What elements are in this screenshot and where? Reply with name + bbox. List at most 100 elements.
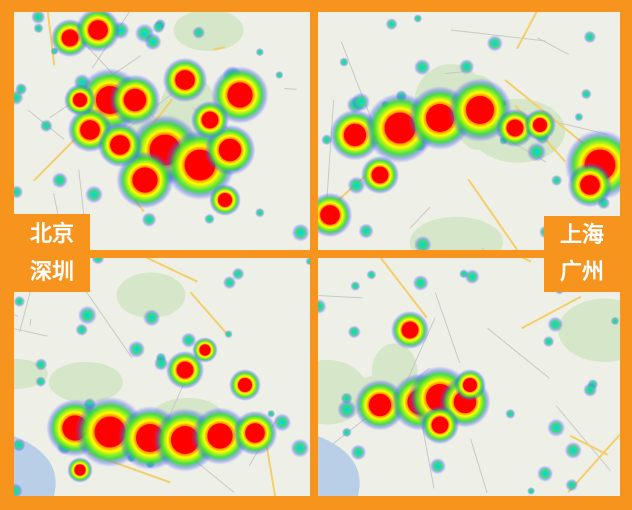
heat-core — [73, 93, 87, 107]
label-box — [14, 254, 90, 292]
heat-core — [132, 167, 158, 193]
heat-spot — [14, 185, 24, 199]
road — [450, 29, 546, 42]
heat-spot — [275, 70, 284, 80]
heat-spot — [14, 483, 23, 496]
road — [212, 46, 226, 51]
heat-spot — [77, 305, 98, 325]
heat-spot — [14, 295, 26, 308]
map-panel — [14, 258, 310, 496]
heat-spot — [347, 325, 361, 339]
heat-core — [238, 378, 252, 392]
heat-spot — [75, 323, 89, 337]
water — [14, 436, 56, 496]
heat-spot — [347, 176, 366, 195]
heat-spot — [144, 33, 162, 51]
heat-spot — [141, 212, 157, 228]
heat-core — [371, 166, 389, 184]
label-box — [544, 216, 620, 254]
road — [434, 292, 461, 364]
heat-core — [218, 193, 232, 207]
road — [284, 87, 297, 90]
road — [78, 169, 86, 223]
heat-spot — [35, 376, 47, 388]
road — [537, 37, 569, 55]
heat-spot — [204, 213, 215, 225]
heat-spot — [550, 174, 563, 187]
heat-core — [426, 104, 454, 132]
road — [145, 258, 198, 283]
heat-spot — [536, 465, 554, 483]
heat-core — [343, 123, 367, 147]
heat-spot — [305, 258, 310, 266]
heat-core — [80, 120, 100, 140]
heat-core — [580, 175, 600, 195]
heat-spot — [350, 444, 367, 461]
city-label: 上海 — [560, 222, 604, 248]
heat-spot — [51, 172, 68, 189]
heat-spot — [358, 223, 374, 239]
label-box — [544, 254, 620, 292]
heat-spot — [14, 90, 24, 106]
heat-spot — [34, 358, 48, 371]
road — [569, 434, 609, 456]
heat-spot — [413, 58, 431, 76]
heat-spot — [413, 14, 423, 23]
green-area — [409, 216, 504, 250]
heat-spot — [339, 57, 349, 67]
heat-core — [74, 464, 86, 476]
road — [379, 258, 428, 319]
heat-spot — [546, 418, 566, 437]
heat-spot — [527, 486, 536, 496]
heat-core — [175, 70, 195, 90]
heat-spot — [318, 298, 327, 315]
heat-core — [431, 416, 449, 434]
heat-spot — [458, 58, 475, 75]
heat-spot — [385, 18, 398, 31]
heat-spot — [542, 335, 555, 348]
city-label: 北京 — [30, 221, 74, 247]
heat-spot — [351, 92, 371, 112]
heat-spot — [91, 258, 105, 265]
heat-core — [207, 423, 233, 449]
city-label: 深圳 — [30, 260, 74, 285]
heat-spot — [564, 441, 583, 460]
heat-spot — [152, 21, 165, 34]
heat-core — [533, 118, 547, 132]
heat-spot — [350, 280, 361, 292]
heat-spot — [142, 309, 161, 327]
heat-core — [94, 416, 126, 448]
road — [487, 327, 550, 379]
heat-core — [88, 20, 108, 40]
heat-core — [61, 29, 79, 47]
heat-core — [110, 135, 130, 155]
heat-spot — [610, 316, 620, 326]
heat-spot — [222, 275, 237, 290]
heat-spot — [574, 112, 584, 122]
green-area — [116, 272, 186, 318]
city-label: 广州 — [560, 259, 604, 285]
heat-spot — [547, 316, 564, 333]
heat-spot — [255, 47, 265, 57]
heat-spot — [337, 399, 357, 420]
heat-spot — [14, 438, 26, 452]
heat-spot — [366, 269, 377, 280]
road — [555, 405, 611, 471]
heat-spot — [30, 12, 46, 25]
heat-spot — [583, 382, 598, 397]
road — [189, 291, 228, 335]
heat-spot — [153, 356, 169, 371]
label-box — [14, 214, 90, 254]
heat-core — [320, 205, 340, 225]
road — [29, 319, 32, 326]
heat-spot — [180, 332, 197, 348]
green-area — [173, 12, 244, 52]
road — [326, 99, 335, 198]
heat-spot — [255, 207, 265, 218]
heat-spot — [412, 274, 429, 292]
heat-spot — [580, 88, 592, 100]
road — [521, 295, 582, 330]
road — [421, 425, 435, 489]
